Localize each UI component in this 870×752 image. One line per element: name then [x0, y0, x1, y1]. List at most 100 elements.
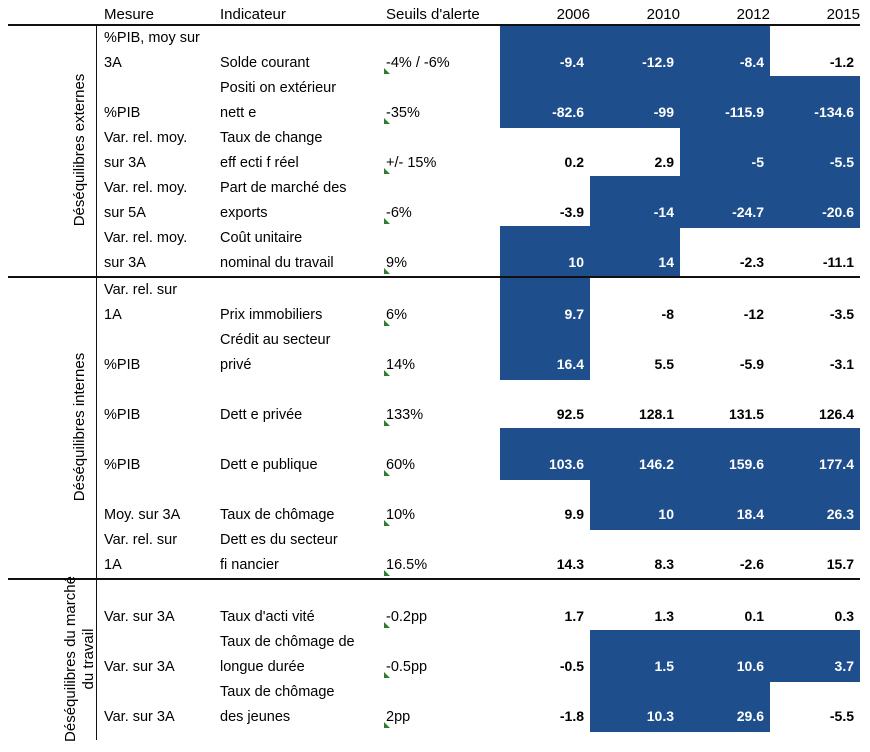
seuil-cell: 2pp — [386, 680, 496, 730]
value-cell-2006: 103.6 — [500, 428, 590, 480]
value-cell-2006: 14.3 — [556, 556, 584, 572]
value-cell-2006: -9.4 — [500, 26, 590, 78]
value-cell-2010: -99 — [590, 76, 680, 128]
mesure-cell: Var. rel. moy. sur 3A — [104, 126, 214, 176]
group-internal: Déséquilibres internes — [60, 276, 100, 578]
mesure-line: Var. sur 3A — [104, 609, 175, 625]
mesure-line: Var. rel. moy. — [104, 130, 188, 146]
table-row: Var. rel. moy. sur 5A Part de marché des ex… — [0, 176, 870, 228]
group-label-labour: Déséquilibres du marché du travail — [62, 576, 97, 742]
mesure-line: %PIB — [104, 407, 141, 423]
table-row: Var. rel. moy. sur 3A Taux de change eff ec… — [0, 126, 870, 178]
indicateur-line: Dett e privée — [220, 407, 303, 423]
value-cell-2012: -2.3 — [739, 254, 764, 270]
seuil-spacer — [386, 580, 496, 605]
indicateur-line — [220, 278, 380, 303]
seuil-spacer — [386, 680, 496, 705]
value-cell-2012: -2.6 — [739, 556, 764, 572]
indicateur-line: privé — [220, 357, 252, 373]
header-year-2012: 2012 — [736, 6, 770, 23]
mesure-line — [104, 580, 214, 605]
seuil-spacer — [386, 126, 496, 151]
comment-marker-icon — [384, 168, 390, 174]
seuil-cell: -0.5pp — [386, 630, 496, 680]
header-seuils: Seuils d'alerte — [386, 6, 480, 23]
table-row: Var. rel. moy. sur 3A Coût unitaire nominal… — [0, 226, 870, 278]
value-cell-2012: -8.4 — [680, 26, 770, 78]
value-cell-2010: 128.1 — [638, 406, 674, 422]
value-cell-2015: -5.5 — [829, 708, 854, 724]
mesure-cell: %PIB, moy sur 3A — [104, 26, 214, 76]
value-cell-2006: 16.4 — [500, 328, 590, 380]
mesure-line: sur 3A — [104, 155, 146, 171]
group-labour: Déséquilibres du marché du travail — [60, 576, 100, 742]
value-cell-2010: -14 — [590, 176, 680, 228]
seuil-spacer — [386, 528, 496, 553]
header-divider — [8, 24, 860, 26]
seuil-cell: +/- 15% — [386, 126, 496, 176]
table-row: %PIB Crédit au secteur privé 14% 16.4 5.5 -5.… — [0, 328, 870, 380]
value-cell-2006: -0.5 — [559, 658, 584, 674]
value-cell-2006: 9.9 — [564, 506, 584, 522]
seuil-value: 2pp — [386, 709, 411, 725]
mesure-cell: Var. rel. moy. sur 3A — [104, 226, 214, 276]
mesure-cell: Var. rel. sur 1A — [104, 528, 214, 578]
indicateur-line: eff ecti f réel — [220, 155, 299, 171]
seuil-spacer — [386, 226, 496, 251]
mesure-cell: %PIB — [104, 76, 214, 126]
comment-marker-icon — [384, 420, 390, 426]
value-cell-2015: -134.6 — [770, 76, 860, 128]
mesure-line: sur 3A — [104, 255, 146, 271]
mesure-line — [104, 76, 214, 101]
group-divider-external — [8, 276, 860, 278]
indicateur-line — [220, 378, 380, 403]
mesure-line: Var. rel. moy. — [104, 230, 188, 246]
table-row: %PIB Positi on extérieur nett e -35% -82.6-… — [0, 76, 870, 128]
seuil-spacer — [386, 278, 496, 303]
comment-marker-icon — [384, 470, 390, 476]
seuil-value: -0.5pp — [386, 659, 428, 675]
header-indicateur: Indicateur — [220, 6, 286, 23]
indicateur-cell: Taux de chômage — [220, 478, 380, 528]
indicateur-line: Crédit au secteur — [220, 332, 331, 348]
value-cell-2015: -11.1 — [822, 254, 854, 270]
comment-marker-icon — [384, 622, 390, 628]
comment-marker-icon — [384, 370, 390, 376]
mesure-line: %PIB — [104, 457, 141, 473]
comment-marker-icon — [384, 218, 390, 224]
value-cell-2015: 0.3 — [834, 608, 854, 624]
comment-marker-icon — [384, 520, 390, 526]
indicateur-cell: Solde courant — [220, 26, 380, 76]
value-cell-2012: 131.5 — [728, 406, 764, 422]
mesure-line: sur 5A — [104, 205, 146, 221]
comment-marker-icon — [384, 722, 390, 728]
mesure-line: Moy. sur 3A — [104, 507, 181, 523]
seuil-cell: 133% — [386, 378, 496, 428]
value-cell-2006: 10 — [500, 226, 590, 278]
value-cell-2010: -8 — [661, 306, 674, 322]
indicateur-line — [220, 428, 380, 453]
seuil-value: -4% / -6% — [386, 55, 450, 71]
vertical-divider — [96, 24, 97, 740]
seuil-spacer — [386, 26, 496, 51]
indicateur-cell: Dett e publique — [220, 428, 380, 478]
seuil-cell: 16.5% — [386, 528, 496, 578]
indicateur-line: des jeunes — [220, 709, 291, 725]
comment-marker-icon — [384, 268, 390, 274]
value-cell-2012: 10.6 — [680, 630, 770, 682]
indicateur-line — [220, 478, 380, 503]
mesure-cell: Var. sur 3A — [104, 630, 214, 680]
group-label-internal: Déséquilibres internes — [71, 352, 88, 502]
seuil-cell: -0.2pp — [386, 580, 496, 630]
value-cell-2012: -5.9 — [739, 356, 764, 372]
indicateur-cell: Coût unitaire nominal du travail — [220, 226, 380, 276]
value-cell-2006: 1.7 — [564, 608, 584, 624]
indicateur-line: Positi on extérieur — [220, 80, 337, 96]
indicateur-cell: Taux d'acti vité — [220, 580, 380, 630]
table-row: %PIB Dett e privée 133% 92.5 128.1 131.5 126… — [0, 378, 870, 428]
mesure-line: 1A — [104, 557, 122, 573]
indicateur-line: Coût unitaire — [220, 230, 303, 246]
value-cell-2006: 92.5 — [556, 406, 584, 422]
value-cell-2010: 2.9 — [654, 154, 674, 170]
indicateur-cell: Crédit au secteur privé — [220, 328, 380, 378]
